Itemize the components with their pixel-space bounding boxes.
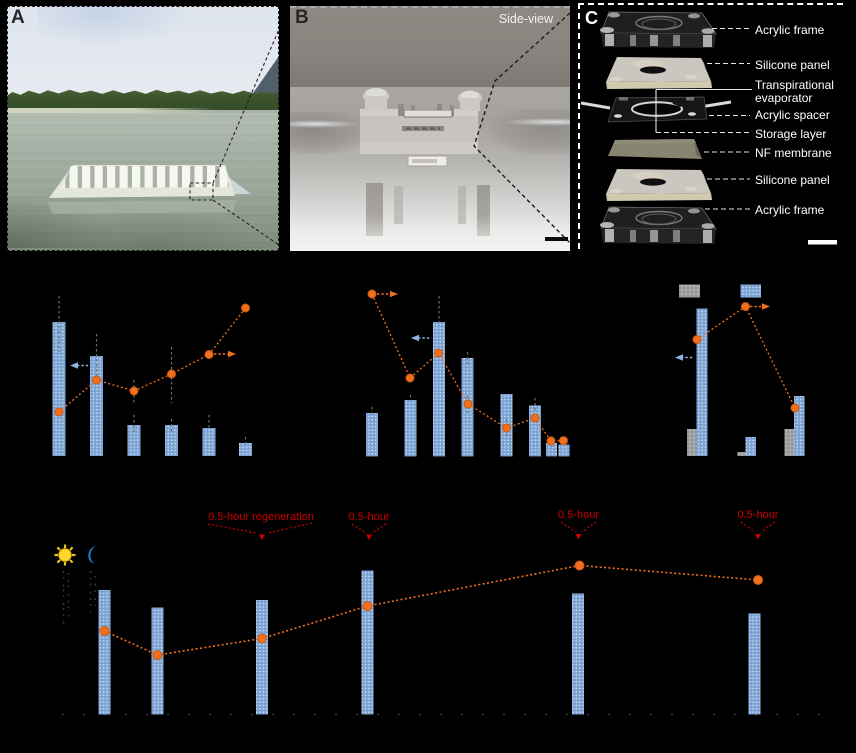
svg-text:0.5-hour: 0.5-hour [738,509,779,521]
svg-text:0.5-hour: 0.5-hour [349,511,390,523]
svg-text:0.5-hour regeneration: 0.5-hour regeneration [208,511,314,523]
svg-text:0.5-hour: 0.5-hour [558,509,599,521]
